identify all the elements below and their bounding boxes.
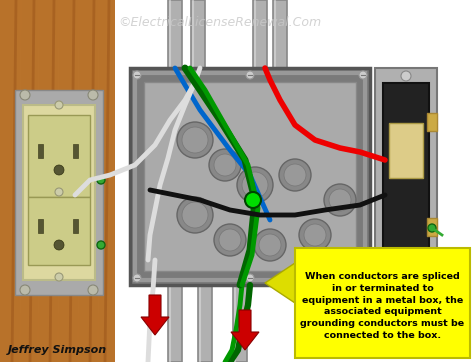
Circle shape bbox=[209, 149, 241, 181]
Polygon shape bbox=[38, 144, 43, 158]
Polygon shape bbox=[15, 90, 103, 295]
Circle shape bbox=[299, 219, 331, 251]
Polygon shape bbox=[28, 115, 90, 197]
Circle shape bbox=[20, 90, 30, 100]
Circle shape bbox=[242, 172, 268, 198]
Polygon shape bbox=[273, 0, 287, 92]
Circle shape bbox=[20, 285, 30, 295]
Circle shape bbox=[279, 159, 311, 191]
Circle shape bbox=[177, 197, 213, 233]
Circle shape bbox=[133, 274, 141, 282]
Text: Jeffrey Simpson: Jeffrey Simpson bbox=[8, 345, 107, 355]
Polygon shape bbox=[375, 68, 437, 273]
Polygon shape bbox=[73, 144, 78, 158]
Circle shape bbox=[428, 224, 436, 232]
Circle shape bbox=[97, 241, 105, 249]
Circle shape bbox=[304, 224, 326, 246]
Polygon shape bbox=[253, 0, 267, 92]
Polygon shape bbox=[295, 248, 470, 358]
Polygon shape bbox=[168, 275, 182, 362]
Polygon shape bbox=[198, 275, 212, 362]
Polygon shape bbox=[28, 197, 90, 265]
Circle shape bbox=[324, 184, 356, 216]
Polygon shape bbox=[0, 0, 115, 362]
Polygon shape bbox=[141, 295, 169, 335]
Circle shape bbox=[55, 273, 63, 281]
Circle shape bbox=[133, 71, 141, 79]
Circle shape bbox=[246, 71, 254, 79]
Polygon shape bbox=[265, 263, 295, 303]
Circle shape bbox=[214, 224, 246, 256]
Circle shape bbox=[54, 165, 64, 175]
Circle shape bbox=[401, 71, 411, 81]
Circle shape bbox=[55, 101, 63, 109]
Circle shape bbox=[254, 229, 286, 261]
Circle shape bbox=[214, 154, 236, 176]
Circle shape bbox=[219, 229, 241, 251]
Circle shape bbox=[284, 164, 306, 186]
Circle shape bbox=[182, 202, 208, 228]
Polygon shape bbox=[130, 68, 370, 285]
Circle shape bbox=[259, 234, 281, 256]
Polygon shape bbox=[231, 310, 259, 350]
Polygon shape bbox=[73, 219, 78, 233]
Polygon shape bbox=[389, 123, 423, 178]
Polygon shape bbox=[233, 275, 247, 362]
Circle shape bbox=[359, 274, 367, 282]
Circle shape bbox=[55, 188, 63, 196]
Polygon shape bbox=[427, 113, 437, 131]
Polygon shape bbox=[191, 0, 205, 92]
Circle shape bbox=[246, 274, 254, 282]
Circle shape bbox=[245, 192, 261, 208]
Circle shape bbox=[329, 189, 351, 211]
Polygon shape bbox=[168, 0, 182, 92]
Circle shape bbox=[88, 90, 98, 100]
Circle shape bbox=[97, 176, 105, 184]
Text: When conductors are spliced
in or terminated to
equipment in a metal box, the
as: When conductors are spliced in or termin… bbox=[301, 272, 465, 340]
Circle shape bbox=[54, 240, 64, 250]
Circle shape bbox=[359, 71, 367, 79]
Circle shape bbox=[177, 122, 213, 158]
Polygon shape bbox=[38, 219, 43, 233]
Polygon shape bbox=[427, 218, 437, 236]
Polygon shape bbox=[23, 105, 95, 280]
Circle shape bbox=[401, 260, 411, 270]
Circle shape bbox=[237, 167, 273, 203]
Circle shape bbox=[88, 285, 98, 295]
Text: ©ElectricalLicenseRenewal.Com: ©ElectricalLicenseRenewal.Com bbox=[118, 16, 321, 29]
Polygon shape bbox=[144, 82, 356, 271]
Polygon shape bbox=[383, 83, 429, 258]
Circle shape bbox=[182, 127, 208, 153]
